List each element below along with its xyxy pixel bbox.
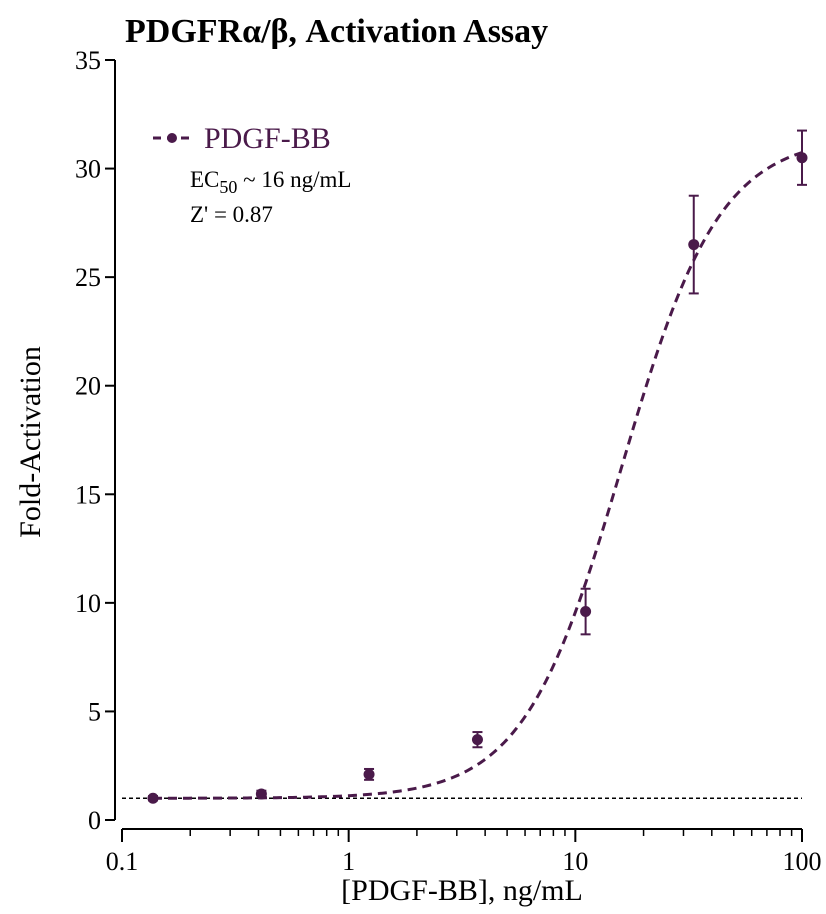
x-tick-label: 10 <box>562 847 588 876</box>
y-tick-label: 25 <box>75 263 101 292</box>
y-ticks: 0 5 10 15 20 25 30 35 <box>75 46 115 835</box>
x-tick-label: 100 <box>783 847 822 876</box>
data-point <box>580 606 592 618</box>
y-tick-label: 0 <box>88 806 101 835</box>
y-tick-label: 10 <box>75 589 101 618</box>
y-axis-label: Fold-Activation <box>14 346 47 538</box>
x-ticks: 0.1 1 10 100 <box>106 829 822 876</box>
data-point <box>471 734 483 746</box>
data-point <box>147 792 159 804</box>
ec50-annotation: EC50 ~ 16 ng/mL <box>190 167 351 197</box>
chart-title: PDGFRα/β, Activation Assay <box>125 13 548 50</box>
y-tick-label: 15 <box>75 480 101 509</box>
z-prime-annotation: Z' = 0.87 <box>190 202 273 227</box>
y-tick-label: 35 <box>75 46 101 75</box>
legend: PDGF-BB EC50 ~ 16 ng/mL Z' = 0.87 <box>153 122 351 227</box>
x-tick-label: 1 <box>342 847 355 876</box>
x-axis-label: [PDGF-BB], ng/mL <box>341 874 583 907</box>
data-point <box>363 768 375 780</box>
axes <box>114 60 802 830</box>
x-tick-label: 0.1 <box>106 847 139 876</box>
data-point <box>796 152 808 164</box>
y-tick-label: 20 <box>75 372 101 401</box>
fit-curve <box>152 151 803 800</box>
plot-area <box>122 129 808 804</box>
data-point <box>255 788 267 800</box>
y-tick-label: 30 <box>75 155 101 184</box>
data-point <box>688 239 700 251</box>
legend-series-label: PDGF-BB <box>204 122 331 155</box>
legend-marker <box>167 133 177 143</box>
y-tick-label: 5 <box>88 697 101 726</box>
